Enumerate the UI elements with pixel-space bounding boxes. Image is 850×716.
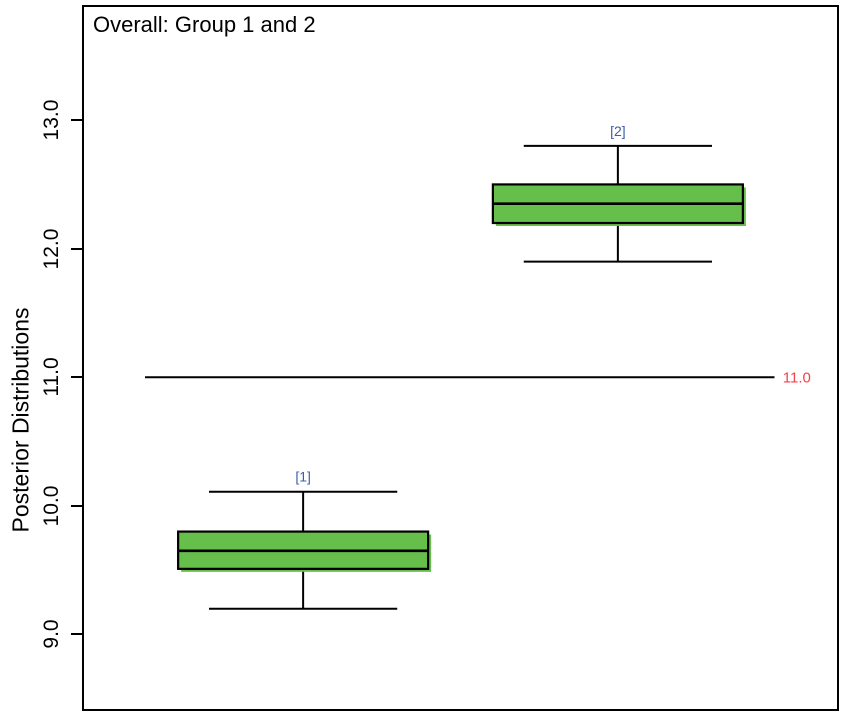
y-tick-mark (71, 376, 82, 379)
boxplot-canvas: 11.0 [1] [2] (144, 123, 811, 610)
plot-title: Overall: Group 1 and 2 (93, 12, 316, 37)
y-tick-mark (71, 633, 82, 636)
plot-area: Overall: Group 1 and 2 11.0 [1] [2] (82, 5, 839, 711)
y-tick-label: 11.0 (40, 357, 63, 397)
reference-line-value-label: 11.0 (783, 370, 811, 387)
y-tick-mark (71, 504, 82, 507)
y-axis-label: Posterior Distributions (7, 307, 34, 533)
group-label-2: [2] (610, 123, 626, 139)
y-tick-label: 12.0 (40, 228, 63, 270)
y-tick-label: 13.0 (40, 99, 63, 141)
y-tick-label: 9.0 (40, 619, 63, 650)
group-label-1: [1] (295, 469, 311, 485)
y-tick-mark (71, 119, 82, 122)
y-tick-mark (71, 247, 82, 250)
y-tick-label: 10.0 (40, 485, 63, 527)
